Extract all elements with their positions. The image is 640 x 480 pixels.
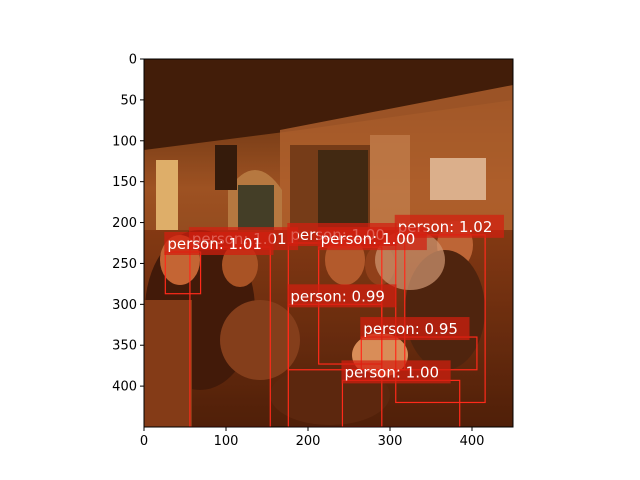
axes-frame <box>143 58 514 428</box>
y-tick-label: 400 <box>112 380 137 395</box>
y-tick-label: 350 <box>112 339 137 354</box>
x-tick-label: 0 <box>140 434 148 449</box>
y-tick-label: 300 <box>112 298 137 313</box>
x-tick-label: 300 <box>378 434 403 449</box>
y-tick-label: 100 <box>112 134 137 149</box>
y-tick-label: 50 <box>120 93 137 108</box>
x-tick-label: 100 <box>214 434 239 449</box>
y-tick-label: 150 <box>112 175 137 190</box>
detection-label: person: 1.01 <box>167 235 262 253</box>
y-tick-label: 250 <box>112 257 137 272</box>
detection-label-bg <box>360 317 470 341</box>
detection-label-bg <box>317 227 427 251</box>
y-tick-label: 200 <box>112 216 137 231</box>
x-tick-label: 400 <box>460 434 485 449</box>
detection-label: person: 0.95 <box>363 320 458 338</box>
x-axis: 0 100 200 300 400 <box>140 427 485 449</box>
y-tick-label: 0 <box>129 53 137 68</box>
detection-label: person: 1.00 <box>344 363 439 381</box>
photo <box>144 59 513 427</box>
detection-label: person: 0.99 <box>290 287 385 305</box>
y-axis: 0 50 100 150 200 250 300 350 400 <box>112 53 144 395</box>
detection-label-bg <box>341 360 451 384</box>
detection-label: person: 1.00 <box>321 230 416 248</box>
x-tick-label: 200 <box>296 434 321 449</box>
detection-label-bg <box>164 231 274 255</box>
detection-label-bg <box>287 284 397 308</box>
